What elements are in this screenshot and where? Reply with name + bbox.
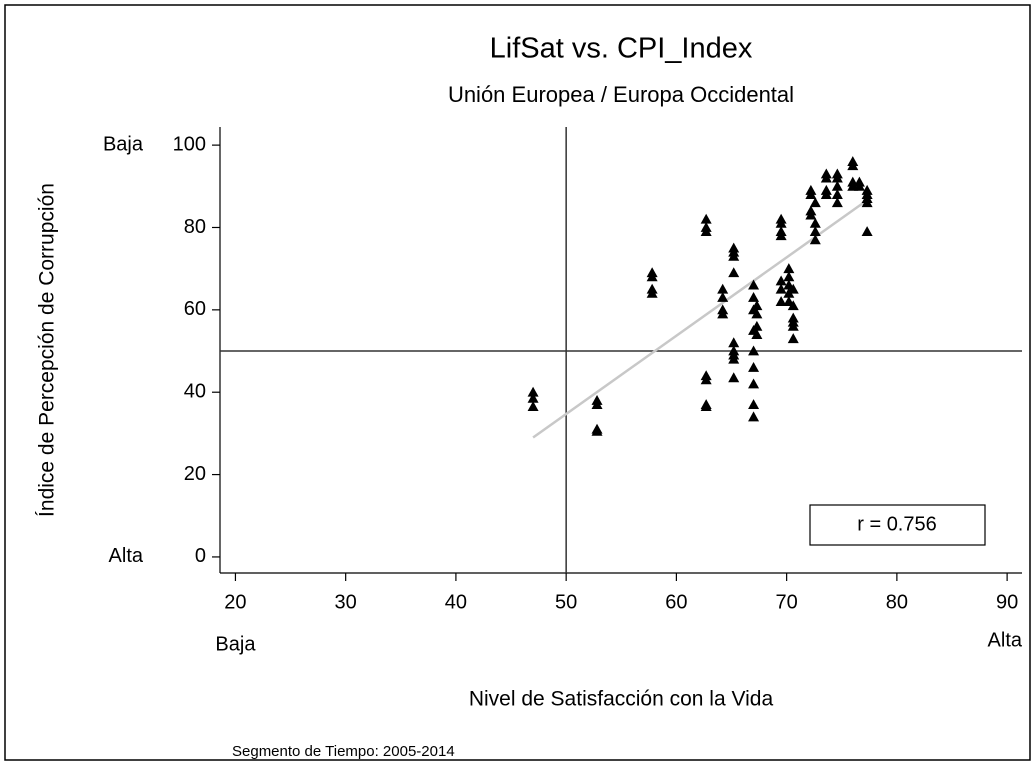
point <box>831 197 843 208</box>
point <box>751 308 763 319</box>
x-tick-label: 80 <box>886 591 908 613</box>
point <box>787 283 799 294</box>
point <box>775 230 787 241</box>
point <box>591 399 603 409</box>
y-tick-label: 40 <box>184 380 206 402</box>
point <box>775 283 787 294</box>
x-tick-label: 40 <box>445 591 467 613</box>
point <box>700 226 712 237</box>
point <box>527 401 539 412</box>
x-tick-label: 50 <box>555 591 577 613</box>
annotation-box <box>809 504 986 546</box>
point <box>717 291 729 302</box>
point <box>748 291 760 302</box>
point <box>646 287 658 298</box>
point <box>748 399 760 409</box>
point <box>805 189 817 199</box>
x-axis-title: Nivel de Satisfacción con la Vida <box>469 688 774 711</box>
y-tick-label: 100 <box>173 133 206 155</box>
point <box>853 180 865 191</box>
point <box>831 189 843 199</box>
point <box>728 353 740 364</box>
point <box>646 271 658 282</box>
x-tick-label: 60 <box>665 591 687 613</box>
point <box>700 213 712 224</box>
point <box>751 300 763 311</box>
point <box>751 329 763 339</box>
point <box>831 180 843 191</box>
x-end-label: Baja <box>215 633 256 655</box>
y-end-label: Baja <box>103 133 144 155</box>
y-axis-title: Índice de Percepción de Corrupción <box>36 183 59 517</box>
point <box>717 308 729 319</box>
note: Segmento de Tiempo: 2005-2014 <box>232 743 455 760</box>
point <box>748 411 760 422</box>
point <box>783 263 795 274</box>
x-tick-label: 90 <box>996 591 1018 613</box>
point <box>787 333 799 344</box>
point <box>748 345 760 356</box>
point <box>591 425 603 436</box>
point <box>847 160 859 171</box>
point <box>748 378 760 389</box>
y-end-label: Alta <box>109 545 144 567</box>
point <box>831 172 843 183</box>
point <box>809 226 821 237</box>
point <box>700 401 712 412</box>
point <box>748 279 760 290</box>
point <box>861 226 873 237</box>
point <box>728 267 740 278</box>
annotation: r = 0.756 <box>857 513 937 535</box>
point <box>751 320 763 331</box>
point <box>787 300 799 311</box>
x-tick-label: 20 <box>224 591 246 613</box>
x-tick-label: 70 <box>776 591 798 613</box>
point <box>728 337 740 348</box>
point <box>728 372 740 383</box>
point <box>748 362 760 372</box>
point <box>527 386 539 397</box>
point <box>809 197 821 208</box>
point <box>820 172 832 183</box>
chart-title: LifSat vs. CPI_Index <box>490 33 753 65</box>
point <box>809 234 821 245</box>
point <box>809 217 821 228</box>
x-tick-label: 30 <box>335 591 357 613</box>
point <box>783 271 795 282</box>
point <box>700 374 712 385</box>
y-tick-label: 60 <box>184 298 206 320</box>
point <box>805 209 817 220</box>
point <box>775 275 787 286</box>
point <box>728 250 740 261</box>
point <box>787 320 799 331</box>
y-tick-label: 0 <box>195 545 206 567</box>
y-tick-label: 80 <box>184 216 206 238</box>
point <box>717 283 729 294</box>
point <box>775 217 787 228</box>
y-tick-label: 20 <box>184 463 206 485</box>
chart-subtitle: Unión Europea / Europa Occidental <box>448 82 794 107</box>
point <box>820 189 832 199</box>
point <box>775 296 787 307</box>
point <box>527 392 539 403</box>
x-end-label: Alta <box>988 629 1023 651</box>
frame <box>4 4 1031 761</box>
point <box>861 197 873 208</box>
